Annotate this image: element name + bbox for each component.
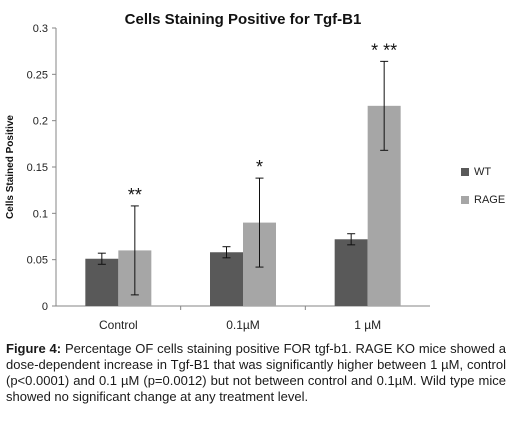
x-tick-label: 0.1µM [226, 318, 260, 332]
y-tick-label: 0.2 [33, 116, 48, 128]
significance-marker: ** [128, 185, 142, 205]
legend-swatch-wt [461, 168, 469, 176]
significance-marker: * [256, 157, 263, 177]
y-tick-label: 0.15 [27, 162, 48, 174]
x-tick-label: Control [99, 318, 138, 332]
figure-caption: Figure 4: Percentage OF cells staining p… [6, 341, 506, 405]
y-tick-label: 0 [42, 301, 48, 313]
y-tick-label: 0.3 [33, 23, 48, 35]
legend-swatch-rage [461, 196, 469, 204]
legend-item-rage: RAGE [461, 192, 505, 208]
legend-label-wt: WT [474, 166, 492, 178]
legend-label-rage: RAGE [474, 194, 506, 206]
x-tick-label: 1 µM [354, 318, 381, 332]
y-tick-label: 0.05 [27, 255, 48, 267]
legend: WT RAGE [461, 164, 505, 220]
significance-marker: * ** [371, 40, 397, 60]
bar-wt [85, 258, 119, 306]
bar-wt [334, 239, 368, 306]
y-tick-label: 0.25 [27, 69, 48, 81]
y-axis-label: Cells Stained Positive [5, 115, 16, 219]
y-tick-label: 0.1 [33, 208, 48, 220]
caption-label: Figure 4: [6, 341, 62, 356]
bar-wt [210, 252, 243, 306]
legend-item-wt: WT [461, 164, 505, 180]
chart-title: Cells Staining Positive for Tgf-B1 [125, 11, 362, 28]
bar-chart: Cells Staining Positive for Tgf-B1 Cells … [5, 11, 430, 332]
caption-text: Percentage OF cells staining positive FO… [6, 341, 506, 404]
